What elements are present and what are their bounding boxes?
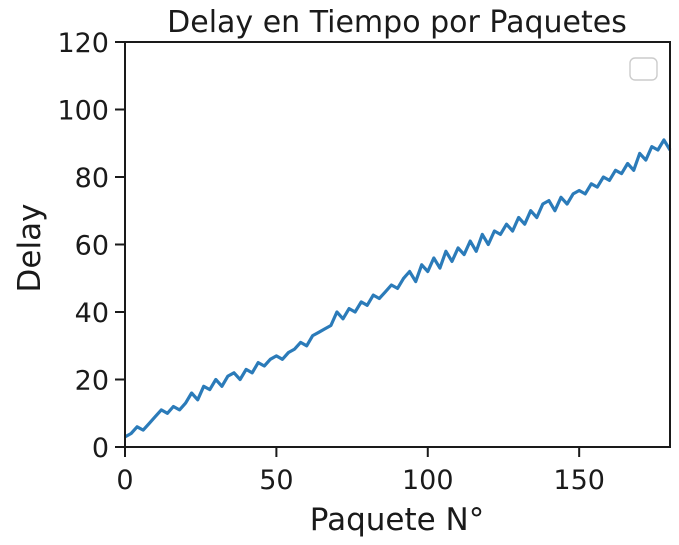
series-layer — [124, 138, 672, 439]
x-tick-label: 0 — [116, 465, 133, 496]
x-axis-ticks: 0 50 100 150 — [116, 447, 605, 496]
y-tick-label: 80 — [75, 163, 109, 194]
delay-series-line — [124, 138, 672, 439]
y-axis-label: Delay — [12, 204, 48, 293]
y-tick-label: 20 — [75, 366, 109, 397]
y-tick-label: 100 — [57, 96, 109, 127]
y-tick-label: 0 — [92, 433, 109, 464]
x-tick-label: 150 — [553, 465, 605, 496]
plot-area-frame — [124, 41, 671, 448]
legend-box — [629, 57, 658, 81]
x-axis-label: Paquete N° — [310, 502, 484, 538]
y-tick-label: 40 — [75, 298, 109, 329]
y-axis-ticks: 0 20 40 60 80 100 120 — [57, 28, 125, 464]
y-tick-label: 60 — [75, 231, 109, 262]
x-tick-label: 100 — [402, 465, 454, 496]
y-tick-label: 120 — [57, 28, 109, 59]
chart-title: Delay en Tiempo por Paquetes — [167, 5, 627, 40]
x-tick-label: 50 — [259, 465, 293, 496]
